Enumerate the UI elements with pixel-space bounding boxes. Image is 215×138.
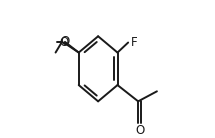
- Text: methoxy: methoxy: [0, 137, 1, 138]
- Text: O: O: [135, 124, 144, 137]
- Text: O: O: [59, 36, 68, 49]
- Text: methoxy: methoxy: [0, 137, 1, 138]
- Text: F: F: [131, 36, 138, 49]
- Text: O: O: [60, 35, 70, 48]
